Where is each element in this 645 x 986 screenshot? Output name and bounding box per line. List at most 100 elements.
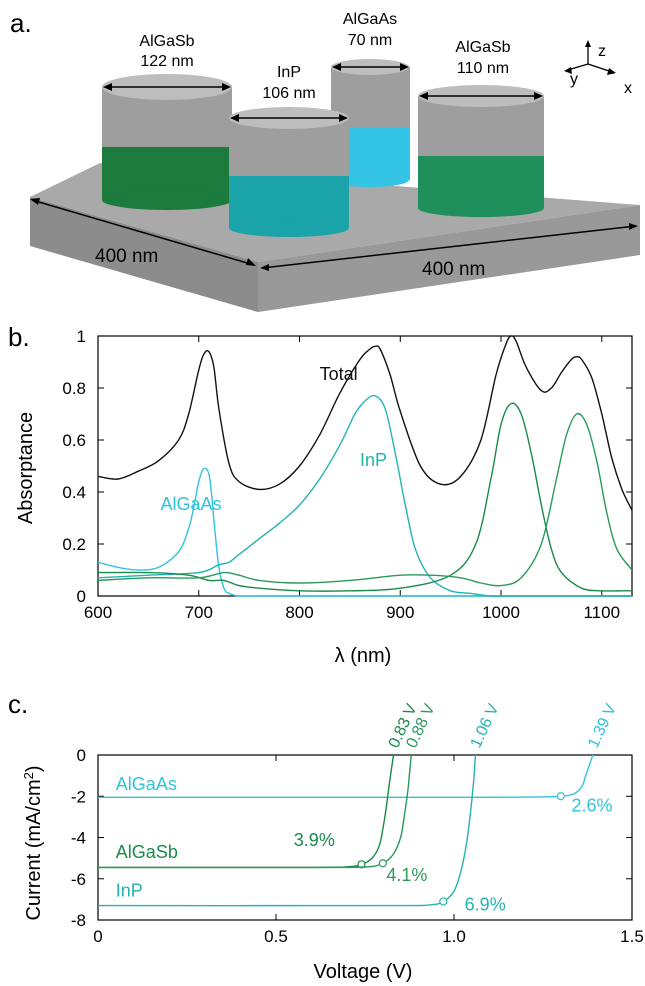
arrowhead <box>400 63 409 71</box>
iv-y-axis-label-tail: ) <box>23 765 45 772</box>
arrowhead <box>564 67 572 74</box>
x-tick-label: 800 <box>285 603 313 622</box>
arrowhead <box>534 92 543 100</box>
iv-y-axis-label: Current (mA/cm2) <box>21 765 46 920</box>
pillar-label-diameter: 110 nm <box>457 60 509 77</box>
x-tick-label: 1100 <box>583 603 620 622</box>
y-tick-label: 1 <box>77 327 86 346</box>
y-tick-label: -6 <box>71 870 86 889</box>
pillar-algasb-122 <box>102 74 232 210</box>
substrate-width-label: 400 nm <box>95 246 158 267</box>
pillar-label-diameter: 106 nm <box>262 85 315 102</box>
iv-x-axis-label: Voltage (V) <box>314 961 413 983</box>
pillar-label-material: AlGaSb <box>455 39 510 56</box>
arrowhead <box>629 223 638 230</box>
panel-c-label: c. <box>8 689 28 719</box>
series-line-algaas <box>98 754 594 799</box>
annotation-inp: InP <box>116 880 143 900</box>
x-tick-label: 900 <box>386 603 414 622</box>
absorptance-chart: 600 700 800 900 1000 1100 0 0.2 0.4 0.6 0.8 1 Total I… <box>62 327 633 622</box>
pillar-label-diameter: 70 nm <box>348 32 392 49</box>
series-line-algasb <box>98 412 632 587</box>
substrate-front-face <box>258 205 640 312</box>
pillar-bottom <box>229 219 349 237</box>
voc-label-algaas: 1.39 V <box>585 701 620 750</box>
iv-y-axis-label-sup: 2 <box>21 772 36 779</box>
pillar-label-material: AlGaSb <box>139 33 194 50</box>
axis-label-y: y <box>570 71 578 88</box>
pillar-bottom <box>102 190 232 210</box>
arrowhead <box>585 40 591 47</box>
y-tick-label: 0.8 <box>62 379 86 398</box>
iv-y-axis-label-main: Current (mA/cm <box>23 779 45 920</box>
annotation-algaas: AlGaAs <box>160 494 221 514</box>
annotation-4-1: 4.1% <box>386 865 427 885</box>
y-tick-label: 0.2 <box>62 535 86 554</box>
annotation-total: Total <box>320 364 358 384</box>
x-tick-label: 0 <box>93 927 102 946</box>
pillar-label-diameter: 122 nm <box>140 53 193 70</box>
coordinate-axes-icon <box>567 44 613 73</box>
annotation-algaas: AlGaAs <box>116 774 177 794</box>
arrowhead <box>30 198 40 205</box>
series-line-algasb <box>98 402 632 592</box>
annotation-algasb: AlGaSb <box>116 842 178 862</box>
panel-b: b. 600 700 800 900 1000 1100 0 0.2 0.4 0.6 0.8 1 Tot… <box>8 322 633 667</box>
x-tick-label: 1.0 <box>442 927 466 946</box>
y-tick-label: 0.6 <box>62 431 86 450</box>
plot-frame <box>97 754 633 921</box>
mpp-marker-inp <box>439 897 448 906</box>
substrate-left-face <box>30 197 258 312</box>
substrate-depth-label: 400 nm <box>422 259 485 280</box>
substrate-dimension-arrows <box>31 199 637 269</box>
arrowhead <box>419 92 428 100</box>
arrowhead <box>332 63 341 71</box>
y-tick-label: 0.4 <box>62 483 86 502</box>
pillar-label-material: InP <box>277 64 301 81</box>
arrowhead <box>222 83 231 91</box>
panel-c: c. 0 0.5 1.0 1.50-2-4-6-81.39 V0.83 V0.88 V… <box>8 689 644 983</box>
annotation-inp: InP <box>360 450 387 470</box>
y-tick-label: 0 <box>77 587 86 606</box>
annotation-2-6: 2.6% <box>571 796 612 816</box>
pillar-algasb-110 <box>418 85 544 217</box>
axis-label-x: x <box>624 80 632 97</box>
dimension-arrow-right <box>261 225 637 269</box>
x-axis <box>587 63 613 73</box>
series-line-algasb <box>98 754 412 869</box>
annotation-6-9: 6.9% <box>465 895 506 915</box>
y-tick-label: -4 <box>71 829 86 848</box>
x-tick-label: 0.5 <box>264 927 288 946</box>
mpp-marker-algaas <box>556 792 565 801</box>
arrowhead <box>339 114 348 122</box>
panel-b-label: b. <box>8 322 30 352</box>
pillar-bottom <box>418 199 544 217</box>
x-tick-label: 1.5 <box>620 927 644 946</box>
pillar-inp-106 <box>229 107 349 237</box>
pillar-bottom <box>331 173 409 187</box>
arrowhead <box>260 264 269 271</box>
series-line-inp <box>98 754 477 907</box>
voc-label-inp: 1.06 V <box>468 701 503 750</box>
x-tick-label: 1000 <box>482 603 520 622</box>
dimension-arrow-left <box>31 199 255 266</box>
annotation-3-9: 3.9% <box>294 830 335 850</box>
series-line-inp <box>98 394 632 597</box>
x-tick-label: 600 <box>84 603 112 622</box>
series-line-algaas <box>98 467 632 597</box>
arrowhead <box>230 114 239 122</box>
y-tick-label: 0 <box>77 746 86 765</box>
arrowhead <box>246 258 256 266</box>
arrowhead <box>607 68 616 75</box>
pillar-label-material: AlGaAs <box>343 11 397 28</box>
absorptance-y-axis-label: Absorptance <box>15 412 37 524</box>
panel-a: a. 400 nm 400 nm AlGaSb 122 nm <box>10 8 640 312</box>
absorptance-x-axis-label: λ (nm) <box>335 645 392 667</box>
y-tick-label: -2 <box>71 787 86 806</box>
y-axis <box>567 63 589 71</box>
series-line-total <box>98 335 632 511</box>
arrowhead <box>103 83 112 91</box>
x-tick-label: 700 <box>185 603 213 622</box>
y-tick-label: -8 <box>71 911 86 930</box>
